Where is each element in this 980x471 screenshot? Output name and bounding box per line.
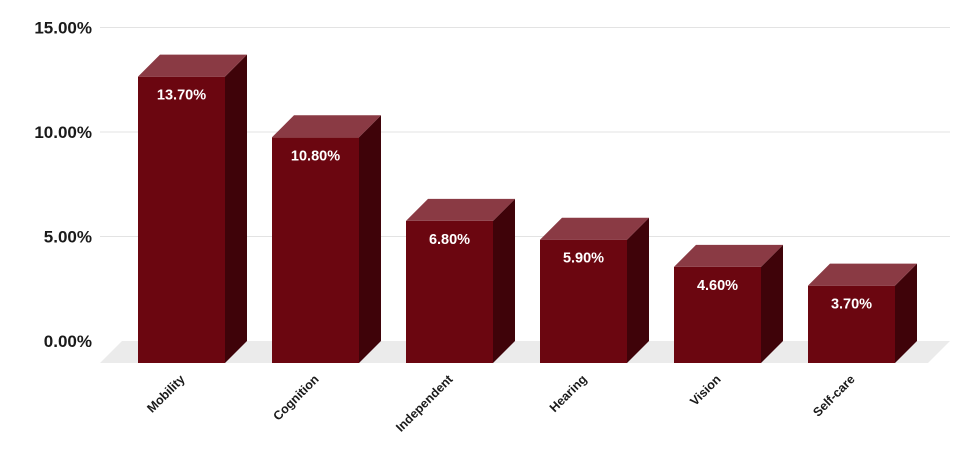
bar-independent: 6.80%: [406, 198, 515, 363]
x-category-label: Hearing: [547, 372, 590, 415]
bar-top-face: [540, 217, 649, 240]
bar-hearing: 5.90%: [540, 217, 649, 363]
bar-vision: 4.60%: [674, 244, 783, 363]
bar-data-label: 6.80%: [429, 232, 470, 248]
x-category-label: Cognition: [270, 372, 321, 423]
bar-cognition: 10.80%: [272, 115, 381, 363]
bar-side-face: [359, 115, 381, 363]
bar-top-face: [406, 198, 515, 221]
bar-data-label: 4.60%: [697, 278, 738, 294]
bar-side-face: [493, 198, 515, 363]
bar-front-face: [406, 220, 493, 363]
y-tick-label: 5.00%: [44, 228, 92, 247]
bar-front-face: [540, 239, 627, 363]
bar-front-face: [674, 266, 761, 363]
bar-side-face: [627, 217, 649, 363]
bar-mobility: 13.70%: [138, 54, 247, 364]
bar-data-label: 10.80%: [291, 148, 340, 164]
y-tick-label: 0.00%: [44, 332, 92, 351]
bar-side-face: [895, 263, 917, 363]
bar-side-face: [225, 54, 247, 364]
bar-top-face: [272, 115, 381, 138]
bar-side-face: [761, 244, 783, 363]
bar-self-care: 3.70%: [808, 263, 917, 363]
bars: 13.70% 10.80% 6.80% 5.90% 4.60% 3.70%: [138, 54, 917, 364]
x-axis: Mobility Cognition Independent Hearing Visio…: [144, 372, 857, 435]
bar-data-label: 5.90%: [563, 251, 604, 267]
bar-front-face: [272, 137, 359, 363]
bar-data-label: 13.70%: [157, 88, 206, 104]
bar-front-face: [808, 285, 895, 363]
bar-front-face: [138, 76, 225, 364]
bar-top-face: [808, 263, 917, 286]
bar-data-label: 3.70%: [831, 297, 872, 313]
bar-top-face: [674, 244, 783, 267]
x-category-label: Independent: [393, 372, 456, 435]
y-tick-label: 10.00%: [34, 123, 92, 142]
x-category-label: Vision: [687, 372, 723, 408]
x-category-label: Mobility: [144, 372, 187, 415]
y-tick-label: 15.00%: [34, 19, 92, 38]
y-axis: 0.00% 5.00% 10.00% 15.00%: [34, 19, 92, 352]
x-category-label: Self-care: [810, 372, 857, 419]
bar-top-face: [138, 54, 247, 77]
